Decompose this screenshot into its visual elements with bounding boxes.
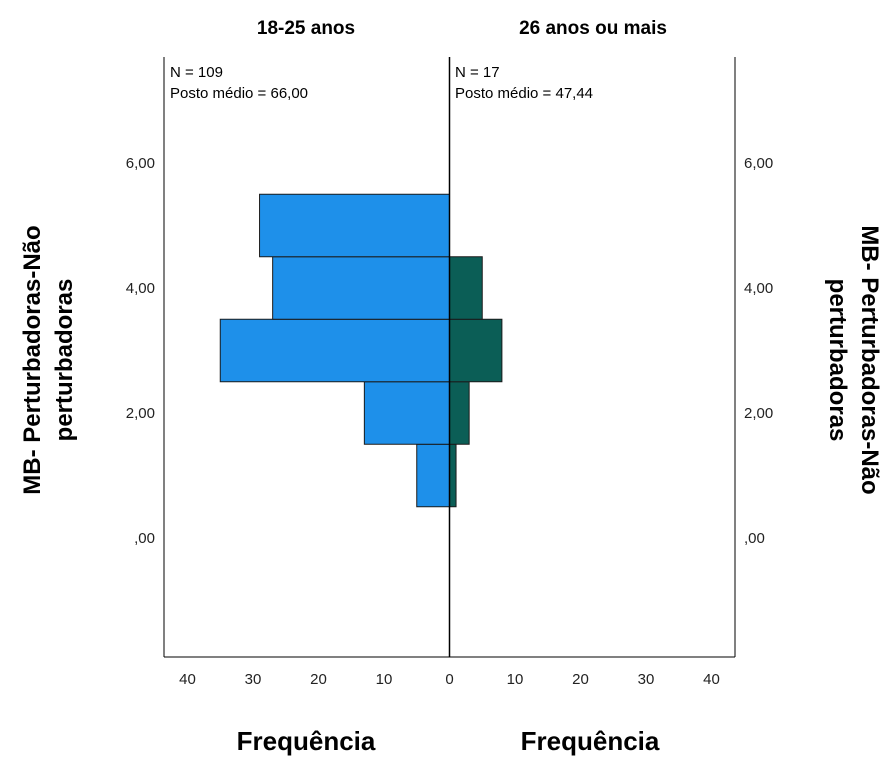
y-axis-title-right-line2: perturbadoras (824, 279, 851, 442)
y-tick-label-right: ,00 (744, 530, 765, 547)
x-tick-labels: 40 40 30 30 20 20 10 10 0 (179, 671, 720, 688)
y-tick-label-right: 6,00 (744, 155, 773, 172)
x-tick-label-right: 20 (572, 671, 589, 688)
right-group-bars (449, 256, 503, 508)
right-bar (449, 318, 503, 383)
x-tick-label-right: 40 (703, 671, 720, 688)
left-bar (219, 318, 450, 383)
x-tick-label-right: 10 (507, 671, 524, 688)
left-bar (259, 193, 450, 258)
y-tick-label-right: 4,00 (744, 280, 773, 297)
x-tick-label-left: 20 (310, 671, 327, 688)
right-bar (449, 256, 483, 320)
right-group-title: 26 anos ou mais (519, 18, 667, 39)
y-axis-title-left-line1: MB- Perturbadoras-Não (19, 225, 46, 494)
y-tick-label-left: 6,00 (126, 155, 155, 172)
left-bar (416, 443, 450, 508)
x-tick-label-left: 10 (376, 671, 393, 688)
y-axis-title-right-line1: MB- Perturbadoras-Não (856, 225, 883, 494)
y-tick-label-left: 2,00 (126, 405, 155, 422)
left-bar (363, 381, 451, 445)
left-rank-label: Posto médio = 66,00 (170, 85, 308, 102)
x-axis-title-left: Frequência (237, 726, 376, 756)
y-axis-title-left-line2: perturbadoras (51, 279, 78, 442)
left-group-title: 18-25 anos (257, 18, 355, 39)
right-n-label: N = 17 (455, 64, 500, 81)
x-tick-label-left: 40 (179, 671, 196, 688)
right-bar (449, 381, 470, 445)
left-n-label: N = 109 (170, 64, 223, 81)
x-axis-title-right: Frequência (521, 726, 660, 756)
left-group-bars (219, 193, 451, 508)
right-rank-label: Posto médio = 47,44 (455, 85, 593, 102)
y-tick-label-left: ,00 (134, 530, 155, 547)
x-tick-label-left: 0 (445, 671, 453, 688)
right-bar (449, 443, 457, 508)
x-tick-label-right: 30 (638, 671, 655, 688)
y-tick-label-right: 2,00 (744, 405, 773, 422)
left-bar (272, 256, 450, 320)
x-tick-label-left: 30 (245, 671, 262, 688)
y-tick-label-left: 4,00 (126, 280, 155, 297)
y-tick-labels: ,00 ,00 2,00 2,00 4,00 4,00 6,00 6,00 (126, 155, 773, 547)
